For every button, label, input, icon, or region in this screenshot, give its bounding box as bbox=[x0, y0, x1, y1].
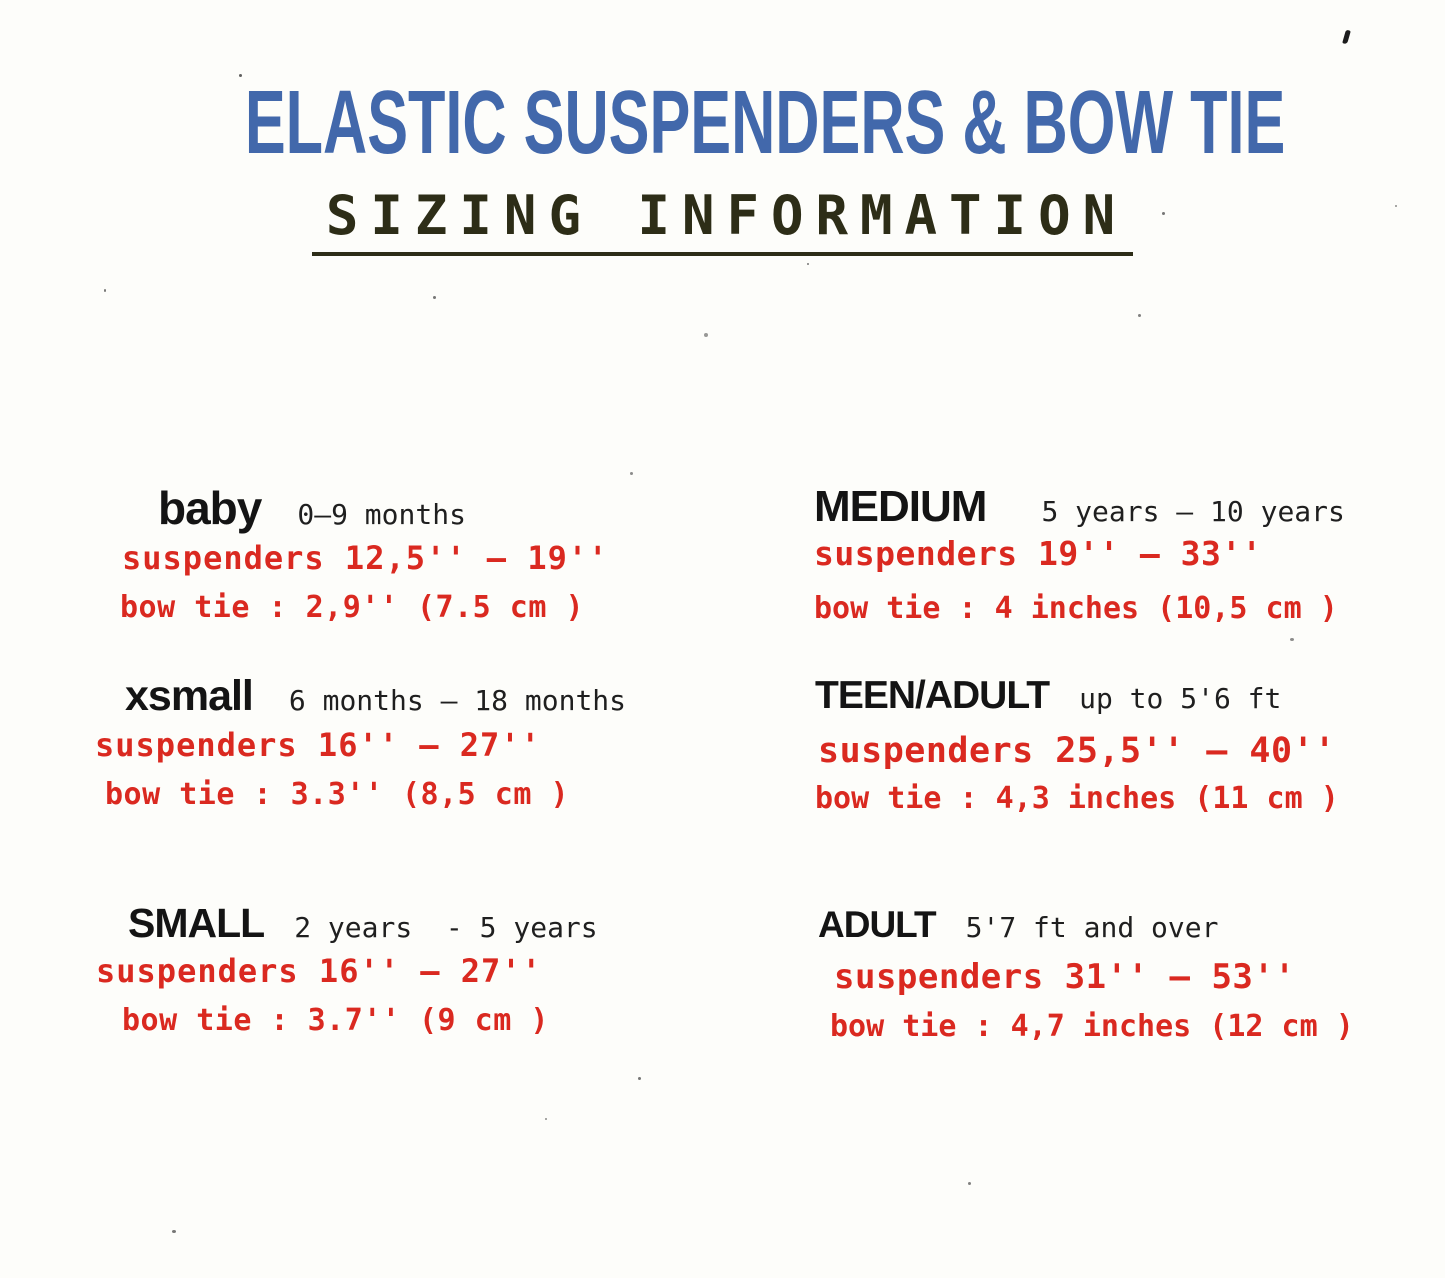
age-range: 2 years - 5 years bbox=[294, 911, 598, 944]
height-range: up to 5'6 ft bbox=[1079, 682, 1282, 715]
noise-dot bbox=[1162, 212, 1165, 215]
noise-dot bbox=[104, 289, 106, 292]
age-range: 5 years – 10 years bbox=[1041, 495, 1345, 528]
noise-dot bbox=[807, 263, 809, 265]
bowtie-measurement: bow tie : 4,7 inches (12 cm ) bbox=[830, 1008, 1354, 1044]
noise-dot bbox=[630, 472, 633, 475]
size-entry-medium: MEDIUM 5 years – 10 years suspenders 19'… bbox=[814, 482, 1345, 627]
page-subtitle: SIZING INFORMATION bbox=[0, 186, 1445, 257]
size-entry-adult: ADULT 5'7 ft and over suspenders 31'' – … bbox=[818, 904, 1354, 1044]
size-entry-teen-adult: TEEN/ADULT up to 5'6 ft suspenders 25,5'… bbox=[815, 674, 1339, 816]
noise-dot bbox=[1290, 638, 1294, 641]
noise-dot bbox=[1395, 205, 1397, 207]
size-entry-xsmall: xsmall 6 months – 18 months suspenders 1… bbox=[95, 672, 627, 813]
noise-dot bbox=[638, 1077, 641, 1080]
noise-dot bbox=[545, 1118, 547, 1120]
size-entry-header: baby 0–9 months bbox=[122, 482, 608, 534]
suspenders-measurement: suspenders 12,5'' – 19'' bbox=[122, 539, 609, 578]
size-label: TEEN/ADULT bbox=[815, 674, 1050, 717]
size-label: MEDIUM bbox=[814, 482, 987, 531]
size-label: ADULT bbox=[818, 904, 937, 945]
suspenders-measurement: suspenders 16'' – 27'' bbox=[96, 952, 542, 991]
size-label: baby bbox=[158, 482, 262, 534]
suspenders-measurement: suspenders 25,5'' – 40'' bbox=[818, 730, 1336, 771]
noise-dot bbox=[704, 333, 708, 337]
height-range: 5'7 ft and over bbox=[965, 911, 1219, 944]
age-range: 6 months – 18 months bbox=[288, 684, 627, 717]
noise-dot bbox=[1138, 314, 1141, 317]
noise-dot bbox=[239, 74, 242, 77]
suspenders-measurement: suspenders 19'' – 33'' bbox=[814, 534, 1263, 574]
size-entry-header: MEDIUM 5 years – 10 years bbox=[814, 482, 1345, 531]
size-entry-header: TEEN/ADULT up to 5'6 ft bbox=[815, 674, 1339, 717]
noise-dot bbox=[968, 1182, 971, 1185]
size-label: SMALL bbox=[128, 900, 265, 946]
noise-mark bbox=[1342, 29, 1351, 45]
noise-dot bbox=[172, 1230, 176, 1233]
suspenders-measurement: suspenders 31'' – 53'' bbox=[834, 956, 1296, 997]
noise-dot bbox=[433, 296, 436, 299]
size-label: xsmall bbox=[125, 672, 254, 720]
size-entry-header: xsmall 6 months – 18 months bbox=[95, 672, 627, 720]
page-title-text: ELASTIC SUSPENDERS & BOW TIE bbox=[244, 73, 1286, 173]
bowtie-measurement: bow tie : 2,9'' (7.5 cm ) bbox=[120, 590, 585, 626]
size-entry-small: SMALL 2 years - 5 years suspenders 16'' … bbox=[96, 900, 598, 1039]
bowtie-measurement: bow tie : 4 inches (10,5 cm ) bbox=[814, 591, 1338, 627]
bowtie-measurement: bow tie : 4,3 inches (11 cm ) bbox=[815, 780, 1339, 816]
size-entry-baby: baby 0–9 months suspenders 12,5'' – 19''… bbox=[120, 482, 609, 626]
bowtie-measurement: bow tie : 3.7'' (9 cm ) bbox=[122, 1003, 549, 1039]
bowtie-measurement: bow tie : 3.3'' (8,5 cm ) bbox=[105, 777, 570, 813]
page-subtitle-text: SIZING INFORMATION bbox=[311, 186, 1134, 257]
size-entry-header: ADULT 5'7 ft and over bbox=[818, 904, 1354, 945]
age-range: 0–9 months bbox=[297, 498, 466, 531]
suspenders-measurement: suspenders 16'' – 27'' bbox=[95, 726, 541, 765]
size-entry-header: SMALL 2 years - 5 years bbox=[96, 900, 598, 946]
page-title: ELASTIC SUSPENDERS & BOW TIE bbox=[0, 78, 1445, 168]
